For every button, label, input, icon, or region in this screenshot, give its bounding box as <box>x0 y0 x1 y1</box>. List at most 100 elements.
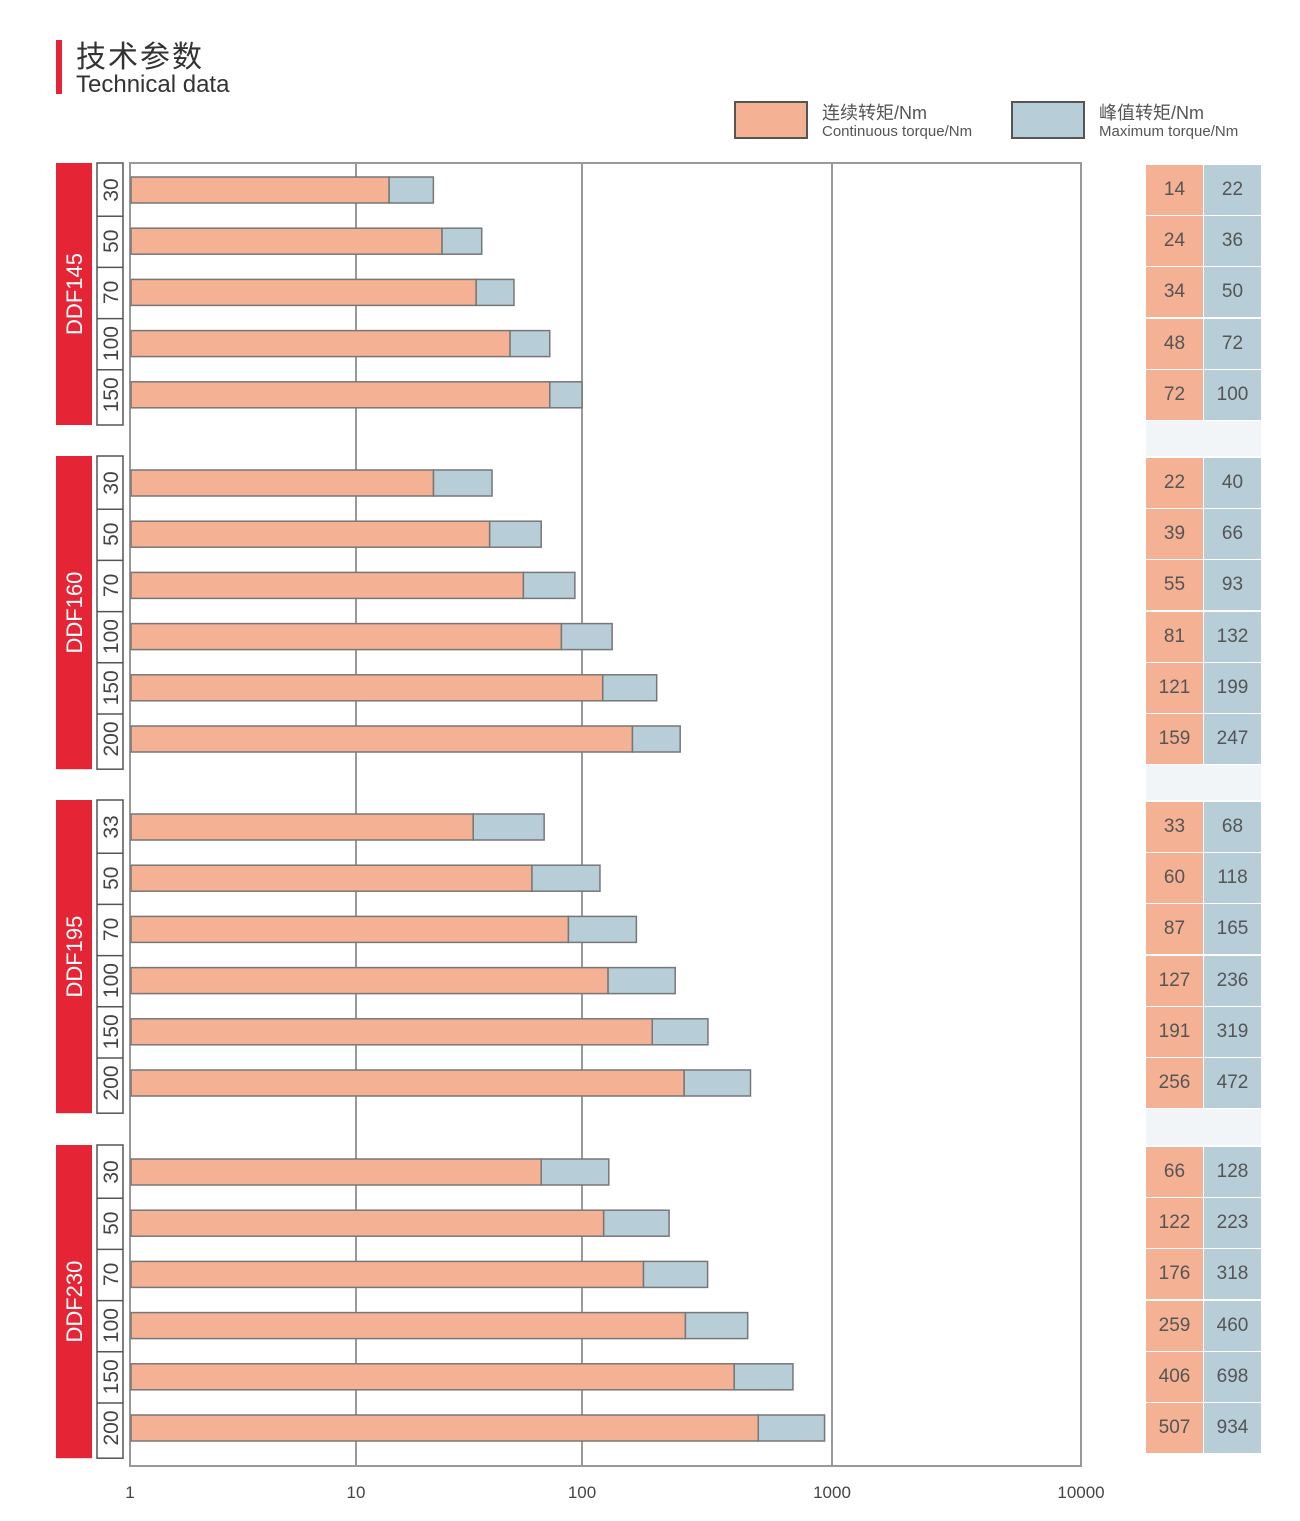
size-label-column <box>96 162 124 426</box>
bar-continuous <box>130 1414 760 1442</box>
table-cell-continuous: 406 <box>1146 1351 1203 1402</box>
legend-label-continuous-cn: 连续转矩/Nm <box>822 103 927 123</box>
series-label: DDF145 <box>62 253 87 335</box>
table-cell-maximum: 66 <box>1204 509 1261 560</box>
table-cell-maximum: 50 <box>1204 267 1261 318</box>
table-cell-maximum: 199 <box>1204 662 1261 713</box>
title-accent-bar <box>56 40 62 94</box>
size-label: 50 <box>100 523 123 546</box>
bar-maximum <box>631 725 681 753</box>
table-cell-maximum: 93 <box>1204 560 1261 611</box>
bar-maximum <box>601 674 658 702</box>
bar-continuous <box>130 725 634 753</box>
table-cell-continuous: 122 <box>1146 1198 1203 1249</box>
legend-label-maximum-en: Maximum torque/Nm <box>1099 123 1239 140</box>
size-label: 30 <box>100 178 123 201</box>
page-title-cn: 技术参数 <box>76 41 204 74</box>
table-cell-continuous: 39 <box>1146 509 1203 560</box>
table-cell-continuous: 14 <box>1146 165 1203 215</box>
legend-swatch-maximum <box>1011 101 1085 139</box>
table-cell-continuous: 34 <box>1146 267 1203 318</box>
bar-continuous <box>130 1158 542 1186</box>
table-cell-continuous: 72 <box>1146 369 1203 420</box>
x-tick-label: 10 <box>347 1483 366 1502</box>
size-label: 100 <box>100 326 123 361</box>
bar-continuous <box>130 915 570 944</box>
bar-continuous <box>130 176 390 204</box>
size-label-column <box>96 799 124 1114</box>
table-cell-maximum: 460 <box>1204 1300 1261 1351</box>
size-label: 150 <box>100 377 123 412</box>
size-label: 70 <box>100 574 123 597</box>
bar-maximum <box>757 1414 826 1442</box>
bar-maximum <box>388 176 435 204</box>
bar-continuous <box>130 381 551 409</box>
table-cell-maximum: 934 <box>1204 1403 1261 1453</box>
bar-continuous <box>130 571 525 600</box>
size-label: 100 <box>100 1308 123 1343</box>
bar-maximum <box>607 966 676 995</box>
table-cell-continuous: 259 <box>1146 1300 1203 1351</box>
size-label: 150 <box>100 1014 123 1049</box>
size-label-column <box>96 455 124 770</box>
table-cell-continuous: 176 <box>1146 1249 1203 1300</box>
table-cell-maximum: 68 <box>1204 802 1261 852</box>
series-label: DDF230 <box>62 1261 87 1343</box>
bar-continuous <box>130 469 435 497</box>
bar-continuous <box>130 1209 605 1237</box>
bar-continuous <box>130 813 474 841</box>
bar-maximum <box>488 520 542 548</box>
bar-continuous <box>130 1069 685 1097</box>
plot-frame <box>129 162 1082 1467</box>
table-group-gap <box>1146 421 1261 456</box>
size-label-column <box>96 1144 124 1459</box>
table-cell-continuous: 81 <box>1146 611 1203 662</box>
series-label-block <box>56 800 92 1114</box>
bar-maximum <box>531 864 601 892</box>
table-cell-maximum: 100 <box>1204 369 1261 420</box>
size-label: 200 <box>100 721 123 756</box>
table-cell-continuous: 256 <box>1146 1058 1203 1108</box>
bar-maximum <box>683 1069 752 1097</box>
table-cell-continuous: 22 <box>1146 458 1203 508</box>
table-cell-continuous: 121 <box>1146 662 1203 713</box>
legend-label-maximum-cn: 峰值转矩/Nm <box>1099 103 1204 123</box>
bar-continuous <box>130 622 563 651</box>
bar-maximum <box>560 622 613 651</box>
table-cell-continuous: 66 <box>1146 1147 1203 1197</box>
size-label: 70 <box>100 281 123 304</box>
x-tick-label: 100 <box>568 1483 596 1502</box>
bar-maximum <box>522 571 576 600</box>
table-cell-maximum: 223 <box>1204 1198 1261 1249</box>
size-label: 200 <box>100 1065 123 1100</box>
table-cell-maximum: 36 <box>1204 216 1261 267</box>
size-label: 150 <box>100 1359 123 1394</box>
table-cell-maximum: 128 <box>1204 1147 1261 1197</box>
bar-maximum <box>540 1158 610 1186</box>
series-label-block <box>56 163 92 425</box>
table-cell-maximum: 118 <box>1204 853 1261 904</box>
table-cell-maximum: 472 <box>1204 1058 1261 1108</box>
bar-continuous <box>130 278 477 307</box>
table-cell-continuous: 191 <box>1146 1006 1203 1057</box>
table-cell-continuous: 127 <box>1146 955 1203 1006</box>
bar-continuous <box>130 1260 645 1289</box>
table-cell-continuous: 60 <box>1146 853 1203 904</box>
table-cell-maximum: 165 <box>1204 904 1261 955</box>
size-label: 50 <box>100 867 123 890</box>
bar-continuous <box>130 227 443 255</box>
table-cell-maximum: 698 <box>1204 1351 1261 1402</box>
bar-continuous <box>130 329 511 358</box>
page-title-en: Technical data <box>76 71 230 98</box>
bar-continuous <box>130 520 491 548</box>
legend-label-continuous-en: Continuous torque/Nm <box>822 123 973 140</box>
table-group-gap <box>1146 765 1261 800</box>
table-cell-continuous: 48 <box>1146 318 1203 369</box>
table-cell-maximum: 22 <box>1204 165 1261 215</box>
table-cell-continuous: 24 <box>1146 216 1203 267</box>
table-cell-maximum: 72 <box>1204 318 1261 369</box>
series-label-block <box>56 1145 92 1459</box>
table-cell-maximum: 236 <box>1204 955 1261 1006</box>
table-cell-maximum: 40 <box>1204 458 1261 508</box>
